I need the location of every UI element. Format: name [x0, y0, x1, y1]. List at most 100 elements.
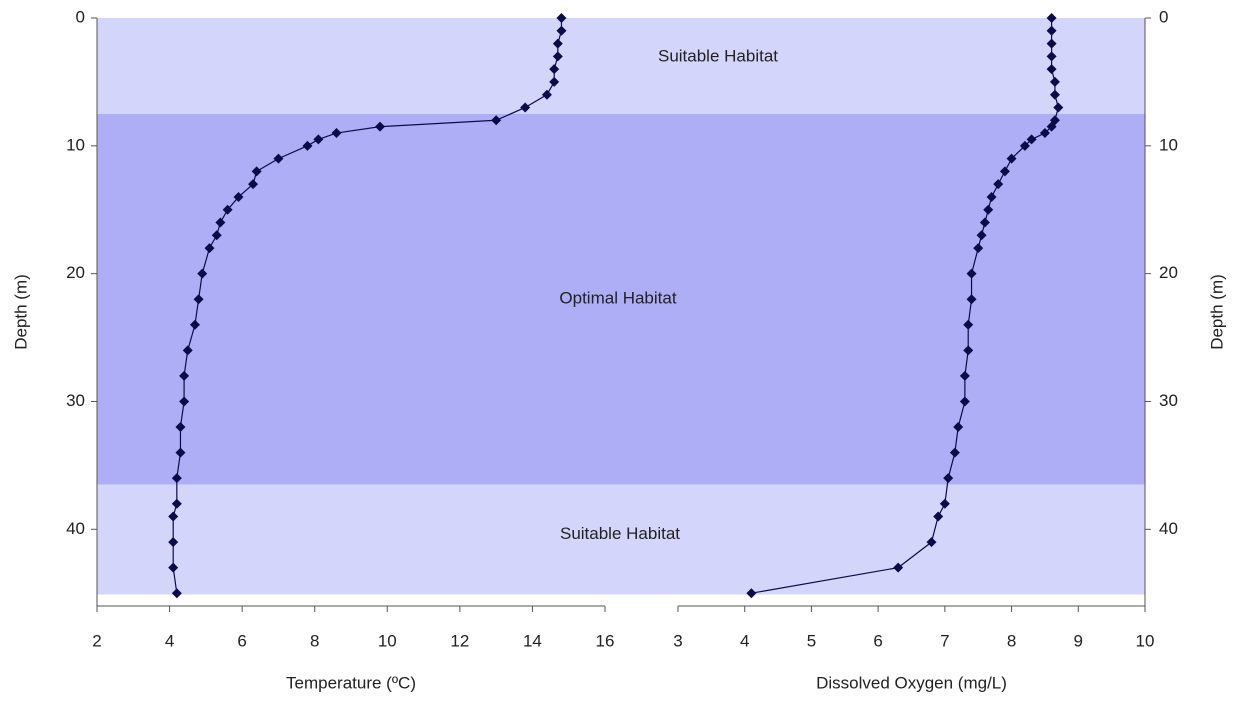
data-point	[993, 179, 1004, 190]
data-point	[171, 498, 182, 509]
data-point	[1046, 121, 1057, 132]
data-point	[1046, 51, 1057, 62]
data-point	[949, 447, 960, 458]
data-point	[233, 191, 244, 202]
data-point	[556, 13, 567, 23]
y-tick-label: 0	[1159, 7, 1168, 26]
data-point	[168, 511, 179, 522]
data-point	[251, 166, 262, 177]
data-point	[331, 128, 342, 139]
data-point	[168, 537, 179, 548]
data-point	[933, 511, 944, 522]
data-point	[999, 166, 1010, 177]
x-tick-label: 10	[378, 631, 397, 650]
data-point	[193, 294, 204, 305]
data-point	[973, 243, 984, 254]
data-point	[175, 422, 186, 433]
band-label: Optimal Habitat	[559, 289, 676, 308]
x-tick-label: 4	[740, 631, 749, 650]
y-axis-label: Depth (m)	[1207, 274, 1226, 350]
data-point	[1046, 13, 1057, 23]
data-point	[966, 294, 977, 305]
data-point	[939, 498, 950, 509]
data-point	[963, 319, 974, 330]
data-point	[541, 89, 552, 100]
data-point	[1046, 64, 1057, 75]
x-tick-label: 6	[873, 631, 882, 650]
band-label: Suitable Habitat	[560, 524, 680, 543]
x-tick-label: 2	[92, 631, 101, 650]
data-point	[979, 217, 990, 228]
x-tick-label: 7	[940, 631, 949, 650]
data-point	[552, 38, 563, 49]
data-point	[491, 115, 502, 126]
data-point	[211, 230, 222, 241]
data-point	[959, 396, 970, 407]
x-tick-label: 14	[523, 631, 542, 650]
data-point	[179, 370, 190, 381]
data-point	[175, 447, 186, 458]
data-point	[549, 64, 560, 75]
x-tick-label: 16	[596, 631, 615, 650]
data-point	[168, 562, 179, 573]
data-point	[983, 204, 994, 215]
x-tick-label: 3	[673, 631, 682, 650]
data-point	[1053, 102, 1064, 113]
x-tick-label: 4	[165, 631, 174, 650]
y-tick-label: 30	[1159, 391, 1178, 410]
data-point	[179, 396, 190, 407]
data-point	[1019, 140, 1030, 151]
data-point	[1039, 128, 1050, 139]
x-axis-label: Temperature (ºC)	[286, 673, 416, 692]
data-point	[197, 268, 208, 279]
habitat-band	[97, 484, 1145, 595]
x-tick-label: 10	[1136, 631, 1155, 650]
x-tick-label: 6	[237, 631, 246, 650]
data-point	[1046, 38, 1057, 49]
x-tick-label: 12	[450, 631, 469, 650]
x-tick-label: 8	[1007, 631, 1016, 650]
data-point	[182, 345, 193, 356]
data-point	[926, 537, 937, 548]
y-tick-label: 0	[76, 7, 85, 26]
data-point	[966, 268, 977, 279]
data-point	[556, 25, 567, 36]
data-point	[375, 121, 386, 132]
x-tick-label: 8	[310, 631, 319, 650]
data-point	[549, 76, 560, 87]
x-tick-label: 5	[807, 631, 816, 650]
data-point	[552, 51, 563, 62]
y-tick-label: 10	[66, 135, 85, 154]
data-point	[248, 179, 259, 190]
data-point	[1049, 76, 1060, 87]
data-point	[222, 204, 233, 215]
band-label: Suitable Habitat	[658, 46, 778, 65]
data-point	[1026, 134, 1037, 145]
data-point	[943, 473, 954, 484]
data-point	[893, 562, 904, 573]
data-point	[171, 588, 182, 599]
y-tick-label: 20	[1159, 263, 1178, 282]
data-point	[215, 217, 226, 228]
data-point	[976, 230, 987, 241]
x-axis-label: Dissolved Oxygen (mg/L)	[816, 673, 1007, 692]
y-tick-label: 10	[1159, 135, 1178, 154]
data-point	[302, 140, 313, 151]
data-point	[313, 134, 324, 145]
y-tick-label: 20	[66, 263, 85, 282]
y-tick-label: 40	[1159, 519, 1178, 538]
y-tick-label: 40	[66, 519, 85, 538]
data-point	[986, 191, 997, 202]
y-axis-label: Depth (m)	[11, 274, 30, 350]
data-point	[959, 370, 970, 381]
data-point	[171, 473, 182, 484]
data-point	[273, 153, 284, 164]
data-point	[953, 422, 964, 433]
data-point	[520, 102, 531, 113]
data-point	[963, 345, 974, 356]
x-tick-label: 9	[1074, 631, 1083, 650]
habitat-band	[97, 18, 1145, 114]
data-point	[1049, 89, 1060, 100]
data-point	[1046, 25, 1057, 36]
